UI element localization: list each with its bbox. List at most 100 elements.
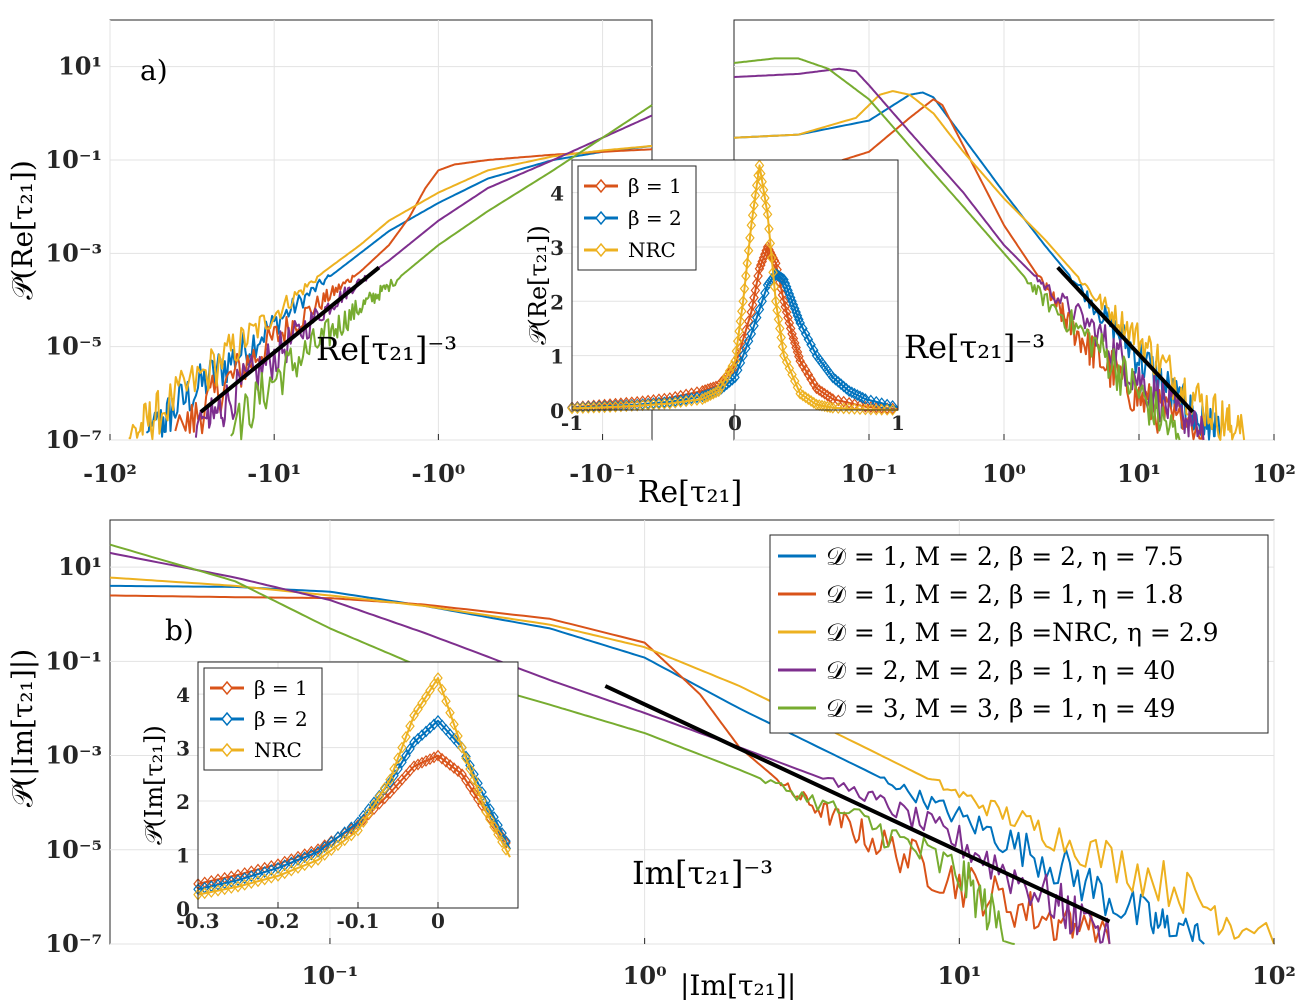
series-marker <box>358 816 369 828</box>
series-line-beta-2 <box>197 719 511 891</box>
series-marker <box>425 753 435 766</box>
series-marker <box>433 749 443 762</box>
series-marker <box>795 355 805 368</box>
panel-a-label: a) <box>140 54 168 87</box>
x-tick-label: 10⁻¹ <box>302 961 359 990</box>
inset-b-ticks: -0.3 -0.2 -0.1 0 0 1 2 3 4 <box>176 683 445 933</box>
series-marker <box>806 338 816 351</box>
series-marker <box>741 324 751 337</box>
series-marker <box>795 387 805 400</box>
series-marker <box>745 231 755 244</box>
series-marker <box>429 718 439 731</box>
series-marker <box>819 387 830 400</box>
series-marker <box>749 319 759 332</box>
series-marker <box>286 864 297 877</box>
series-marker <box>754 303 765 316</box>
x-tick-label: -1 <box>561 411 583 435</box>
series-marker <box>716 380 727 392</box>
series-marker <box>803 333 814 346</box>
series-marker <box>806 373 816 386</box>
series-marker <box>421 754 431 767</box>
series-marker <box>409 736 419 749</box>
panel-a-right-series <box>733 57 1246 441</box>
series-marker <box>806 394 816 407</box>
series-marker <box>293 853 303 866</box>
inset-a-series <box>567 159 899 416</box>
series-marker <box>780 300 791 313</box>
series-line-nrc <box>571 164 899 411</box>
series-marker <box>497 836 507 849</box>
series-marker <box>753 269 763 282</box>
series-marker <box>764 222 774 235</box>
y-tick-label: 0 <box>176 897 190 921</box>
series-marker <box>473 784 483 797</box>
series-marker <box>333 831 343 844</box>
y-tick-label: 4 <box>550 182 564 206</box>
series-marker <box>339 826 350 839</box>
panel-a-right-annotation: Re[τ₂₁]⁻³ <box>904 328 1045 366</box>
series-marker <box>779 295 789 308</box>
series-marker <box>751 277 762 290</box>
series-marker <box>817 399 827 412</box>
series-marker <box>887 403 898 416</box>
series-marker <box>803 368 814 381</box>
x-tick-label: 10² <box>1252 459 1296 488</box>
series-line-d-2-m-2-beta-1 <box>109 551 1111 945</box>
series-marker <box>353 824 363 837</box>
legend-entry: 𝒟 = 2, M = 2, β = 1, η = 40 <box>826 656 1176 685</box>
series-marker <box>299 851 310 864</box>
series-marker <box>469 773 479 786</box>
legend-entry: 𝒟 = 1, M = 2, β = 2, η = 7.5 <box>826 542 1184 571</box>
y-tick-label: 10⁻⁵ <box>45 332 102 361</box>
series-marker <box>441 755 451 768</box>
series-marker <box>313 853 323 866</box>
y-tick-label: 2 <box>550 290 564 314</box>
series-marker <box>286 856 297 869</box>
y-tick-label: 10⁻¹ <box>45 646 102 675</box>
series-marker <box>306 848 317 861</box>
series-marker <box>413 758 423 771</box>
series-marker <box>738 333 748 346</box>
series-marker <box>800 391 811 404</box>
y-tick-label: 2 <box>176 790 190 814</box>
series-marker <box>489 820 499 833</box>
series-marker <box>750 284 761 297</box>
series-marker <box>397 741 407 754</box>
series-marker <box>838 395 849 408</box>
series-marker <box>441 695 451 708</box>
series-marker <box>734 325 744 338</box>
inset-a-legend: β = 1 β = 2 NRC <box>577 165 697 271</box>
series-marker <box>833 375 844 388</box>
x-tick-label: 0 <box>728 411 742 435</box>
series-marker <box>279 867 290 880</box>
series-marker <box>477 786 487 799</box>
legend-marker <box>221 742 233 758</box>
series-marker <box>469 787 479 799</box>
series-marker <box>852 389 863 402</box>
panel-a-right-ticks: 10⁻¹ 10⁰ 10¹ 10² <box>841 434 1296 488</box>
series-marker <box>817 385 827 398</box>
series-marker <box>765 237 776 250</box>
y-tick-label: 1 <box>176 844 190 868</box>
series-line-d-3-m-3-beta-1 <box>733 57 1181 441</box>
legend-entry: β = 1 <box>628 174 682 198</box>
series-marker <box>453 730 463 742</box>
inset-b-legend: β = 1 β = 2 NRC <box>203 667 323 771</box>
series-marker <box>844 385 854 397</box>
series-marker <box>800 327 811 340</box>
series-marker <box>753 169 763 182</box>
series-marker <box>346 821 357 834</box>
series-marker <box>836 378 846 391</box>
series-marker <box>769 280 780 293</box>
y-tick-label: 3 <box>550 236 564 260</box>
series-marker <box>433 672 443 685</box>
panel-b-annotation: Im[τ₂₁]⁻³ <box>632 854 773 892</box>
panel-a-left-annotation: Re[τ₂₁]⁻³ <box>316 330 457 368</box>
series-marker <box>437 683 447 696</box>
legend-marker <box>595 178 607 194</box>
series-marker <box>413 703 423 716</box>
x-tick-label: 1 <box>891 411 905 435</box>
series-marker <box>457 741 467 754</box>
series-marker <box>273 869 283 882</box>
series-marker <box>746 219 757 232</box>
